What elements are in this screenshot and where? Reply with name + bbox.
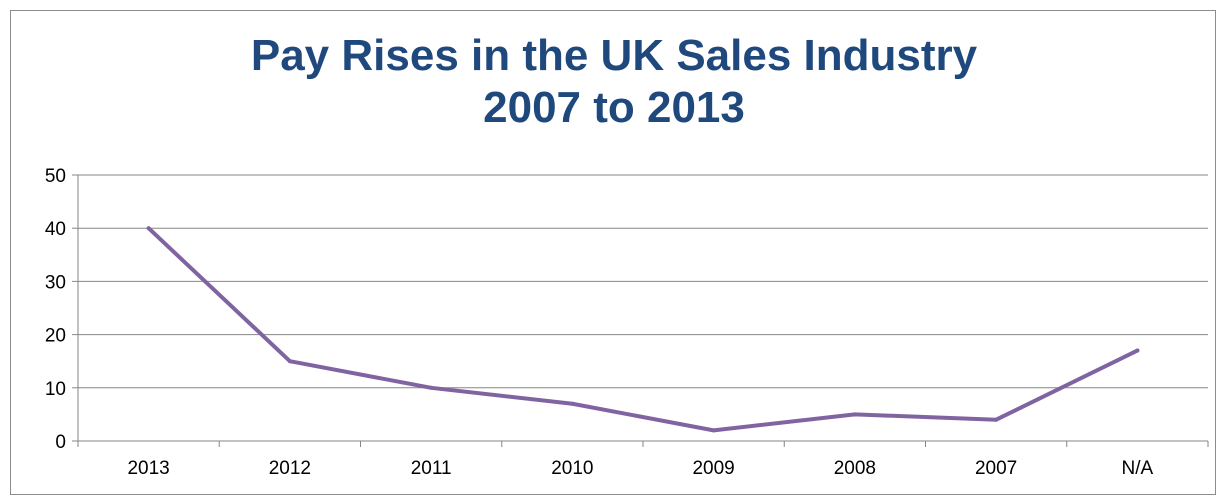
data-point [287, 359, 292, 364]
chart-title-line-1: Pay Rises in the UK Sales Industry [250, 31, 978, 80]
data-point [429, 385, 434, 390]
y-tick-label: 40 [45, 219, 66, 240]
y-tick-label: 10 [45, 379, 66, 400]
data-point [994, 417, 999, 422]
data-point [1135, 348, 1140, 353]
y-tick-label: 0 [55, 432, 66, 453]
x-tick-label: 2010 [551, 458, 593, 479]
series-layer [146, 226, 1140, 433]
chart-frame [10, 10, 1216, 495]
x-tick-label: 2008 [834, 458, 876, 479]
chart-title-line-2: 2007 to 2013 [483, 83, 745, 132]
tick-labels: 0 10 20 30 40 50 2013 2012 2011 2010 2009 2008 2007 N… [45, 166, 1154, 479]
x-tick-label: 2013 [127, 458, 169, 479]
x-tick-label: 2009 [692, 458, 734, 479]
data-point [570, 401, 575, 406]
y-tick-label: 20 [45, 326, 66, 347]
data-point [711, 428, 716, 433]
axes [72, 174, 1209, 447]
data-point [146, 226, 151, 231]
chart-title: Pay Rises in the UK Sales Industry 2007 … [0, 30, 1228, 134]
series-line [146, 226, 1140, 433]
x-tick-label: 2012 [269, 458, 311, 479]
x-tick-label: N/A [1122, 458, 1154, 479]
x-tick-label: 2011 [411, 458, 452, 479]
y-tick-label: 30 [45, 272, 66, 293]
x-tick-label: 2007 [975, 458, 1017, 479]
data-point [852, 412, 857, 417]
gridlines [78, 174, 1208, 389]
y-tick-label: 50 [45, 166, 66, 187]
